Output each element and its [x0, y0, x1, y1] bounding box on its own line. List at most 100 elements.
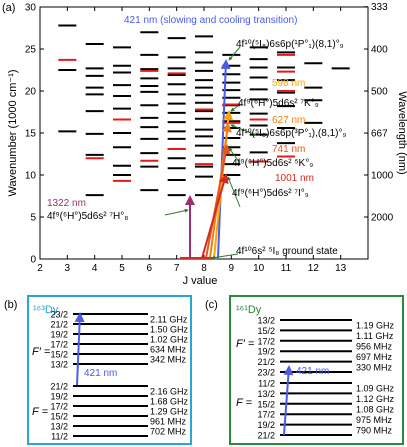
- y-tick-label: 5: [30, 213, 36, 224]
- x-tick-label: 8: [201, 263, 207, 274]
- splitting-label: 956 MHz: [356, 342, 393, 352]
- y-tick-label: 10: [25, 171, 37, 182]
- f-value-label: 15/2: [50, 412, 68, 422]
- splitting-label: 961 MHz: [150, 417, 187, 427]
- label-741nm: 741 nm: [272, 144, 305, 155]
- label-598nm: 598 nm: [272, 78, 305, 89]
- pointer-421: [228, 46, 241, 61]
- splitting-label: 702 MHz: [150, 427, 187, 437]
- isotope-163: ¹⁶³Dy: [33, 304, 59, 316]
- red-levels: [58, 53, 295, 182]
- label-421nm: 421 nm (slowing and cooling transition): [124, 15, 297, 26]
- pointer-1001: [227, 176, 241, 208]
- config-741: 4f⁹(⁶H°)5d6s² ⁵K°₉: [232, 158, 313, 169]
- y-tick-label: 20: [25, 87, 37, 98]
- right-tick-label: 1000: [371, 171, 394, 182]
- f-value-label: 15/2: [257, 399, 275, 409]
- splitting-label: 2.16 GHz: [150, 387, 189, 397]
- x-tick-labels: 2 3 4 5 6 7 8 9 10 11 12 13: [37, 263, 346, 274]
- x-tick-label: 6: [147, 263, 153, 274]
- splitting-label: 1.08 GHz: [356, 405, 395, 415]
- panel-c: (c) ¹⁶¹Dy F′ = F = 13/215/217/219/221/22…: [205, 295, 404, 445]
- f-value-label: 13/2: [257, 316, 275, 326]
- f-value-label: 11/2: [258, 379, 275, 389]
- isotope-161: ¹⁶¹Dy: [236, 304, 262, 316]
- config-1322: 4f⁹(⁶H°)5d6s² ⁷H°₈: [47, 211, 128, 222]
- panel-b-box: [27, 295, 192, 445]
- f-label-c: F =: [236, 397, 253, 409]
- pointer-741: [228, 147, 241, 164]
- splitting-label: 975 MHz: [356, 415, 393, 425]
- arrow-1001nm: [201, 173, 229, 259]
- f-value-label: 19/2: [257, 347, 275, 357]
- y-tick-label: 15: [25, 129, 37, 140]
- f-value-label: 21/2: [50, 320, 68, 330]
- right-tick-label: 2000: [371, 213, 394, 224]
- f-value-label: 19/2: [50, 392, 68, 402]
- x-tick-label: 12: [308, 263, 320, 274]
- splitting-label: 1.11 GHz: [356, 331, 394, 341]
- transition-arrows: [180, 59, 234, 259]
- splitting-label: 1.09 GHz: [356, 384, 395, 394]
- right-tick-label: 667: [371, 129, 388, 140]
- f-value-label: 21/2: [257, 357, 275, 367]
- pointer-1322: [164, 208, 189, 216]
- splitting-label: 330 MHz: [356, 362, 393, 372]
- config-421: 4f¹⁰(⁵I₈)6s6p(¹P°₁)(8,1)°₉: [236, 39, 344, 50]
- arrow-421-b: [74, 312, 85, 386]
- f-value-label: 17/2: [50, 340, 68, 350]
- x-tick-label: 7: [174, 263, 180, 274]
- splitting-label: 1.29 GHz: [150, 407, 189, 417]
- panel-a-label: (a): [2, 2, 15, 14]
- arrow-741nm: [205, 144, 231, 259]
- splitting-label: 790 MHz: [356, 425, 393, 435]
- fprime-label-c: F′ =: [236, 338, 255, 350]
- panel-c-label: (c): [205, 299, 218, 311]
- y-axis-label-left: Wavenumber (1000 cm⁻¹): [7, 69, 19, 196]
- right-tick-labels: 333 400 500 667 1000 2000: [371, 2, 394, 223]
- pointer-ground: [211, 253, 239, 260]
- pointer-598: [230, 105, 239, 112]
- x-tick-label: 11: [281, 263, 292, 274]
- transition-label-c: 421 nm: [296, 366, 329, 377]
- f-value-label: 21/2: [257, 431, 275, 441]
- f-value-label: 11/2: [51, 432, 68, 442]
- right-tick-label: 333: [371, 2, 388, 13]
- splitting-label: 1.02 GHz: [150, 335, 189, 345]
- splitting-label: 634 MHz: [150, 345, 187, 355]
- f-value-label: 15/2: [50, 350, 68, 360]
- config-ground: 4f¹⁰6s² ⁵I₈ ground state: [236, 246, 338, 257]
- f-value-label: 15/2: [257, 326, 275, 336]
- label-1322nm: 1322 nm: [47, 198, 86, 209]
- f-value-label: 23/2: [257, 368, 275, 378]
- f-value-label: 13/2: [50, 360, 68, 370]
- splitting-label: 342 MHz: [150, 355, 187, 365]
- f-value-label: 19/2: [257, 420, 275, 430]
- splitting-label: 697 MHz: [356, 352, 393, 362]
- label-background: [123, 13, 329, 26]
- f-value-label: 21/2: [50, 382, 68, 392]
- panel-b-label: (b): [4, 299, 17, 311]
- arrow-421-c: [283, 365, 294, 436]
- f-value-label: 13/2: [50, 422, 68, 432]
- y-tick-labels: 0 5 10 15 20 25 30: [25, 3, 37, 266]
- panel-c-box: [229, 295, 404, 445]
- panel-a: (a) 2 3 4 5 6 7 8 9 10 11 12 13 0 5 10 15 20 25 30 333 400…: [2, 2, 407, 287]
- f-value-label: 13/2: [257, 389, 275, 399]
- y-axis-label-right: Wavelength (nm): [396, 91, 407, 174]
- panel-b: (b) ¹⁶³Dy F′ = F = 23/221/219/217/215/21…: [4, 295, 192, 445]
- x-tick-label: 10: [253, 263, 265, 274]
- right-tick-label: 400: [371, 45, 388, 56]
- f-value-label: 17/2: [257, 410, 275, 420]
- f-value-label: 17/2: [257, 336, 275, 346]
- config-1001: 4f⁹(⁶H°)5d6s² ⁷I°₉: [232, 188, 309, 199]
- splitting-label: 1.68 GHz: [150, 397, 189, 407]
- y-tick-label: 25: [25, 45, 37, 56]
- x-tick-label: 4: [92, 263, 98, 274]
- transition-label-b: 421 nm: [84, 368, 117, 379]
- pointer-627: [230, 124, 257, 136]
- x-tick-label: 13: [335, 263, 347, 274]
